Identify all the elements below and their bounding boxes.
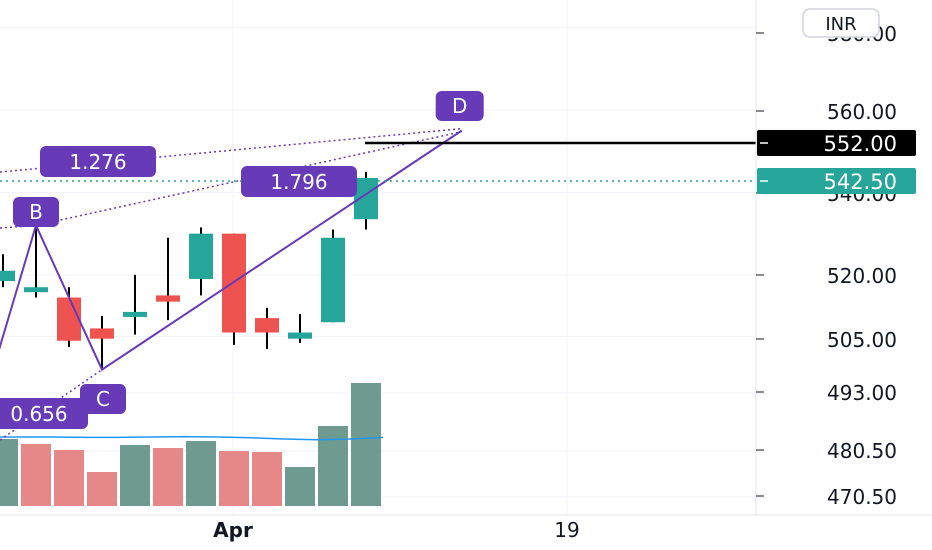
candle-body: [90, 328, 114, 339]
candle: [0, 254, 15, 288]
price-tick-label: 505.00: [827, 328, 897, 352]
volume-ma-line: [0, 435, 384, 441]
price-tick-label: 520.00: [827, 264, 897, 288]
candle: [90, 316, 114, 370]
candle: [156, 237, 180, 321]
volume-bar: [153, 448, 183, 506]
candle-body: [189, 233, 213, 279]
price-tick-label: 493.00: [827, 381, 897, 405]
date-axis[interactable]: Apr 19: [0, 514, 932, 550]
ratio-label-box: [40, 146, 156, 177]
price-axis-background: [756, 0, 932, 515]
candle: [222, 233, 246, 345]
price-tag-box: [757, 130, 916, 156]
point-label-text: B: [29, 200, 43, 224]
candle-body: [123, 311, 147, 317]
ratio-label-box: [241, 166, 357, 197]
ratio-label-box: [0, 398, 88, 429]
volume-bar: [318, 426, 348, 506]
date-tick-label: Apr: [213, 518, 253, 542]
date-axis-background: [0, 515, 932, 550]
ratio-label[interactable]: 1.276: [40, 146, 156, 177]
volume-bar: [87, 472, 117, 506]
candle-body: [288, 332, 312, 339]
price-tag: 552.00: [757, 130, 916, 156]
price-tick-label: 470.50: [827, 485, 897, 509]
pattern-point-label[interactable]: D: [435, 91, 484, 121]
currency-badge-box: [802, 8, 880, 38]
ratio-label[interactable]: 0.656: [0, 398, 88, 429]
pattern-legs: [0, 129, 463, 372]
point-label-text: D: [452, 94, 467, 118]
candle: [57, 287, 81, 347]
candle: [255, 307, 279, 349]
ratio-label-text: 1.276: [69, 150, 126, 174]
price-tag-label: 542.50: [824, 170, 897, 194]
point-label-text: C: [96, 387, 110, 411]
candle-body: [156, 295, 180, 302]
volume-bar: [186, 441, 216, 506]
candles: [0, 171, 378, 370]
volume-bar: [0, 439, 18, 506]
candle-body: [0, 270, 15, 282]
volume-bar: [54, 450, 84, 506]
candle: [123, 274, 147, 335]
currency-badge[interactable]: INR: [802, 8, 880, 38]
price-tags: 552.00 542.50: [757, 130, 916, 194]
candle: [321, 229, 345, 323]
price-tick-label: 480.50: [827, 439, 897, 463]
date-tick-label: 19: [554, 518, 579, 542]
pattern-point-label[interactable]: B: [13, 197, 59, 227]
price-tick-label: 560.00: [827, 100, 897, 124]
pattern-ratio-line: [0, 127, 462, 173]
ratio-label-text: 1.796: [270, 170, 327, 194]
candle-body: [321, 237, 345, 323]
volume-bar: [351, 383, 381, 506]
volume-bar: [21, 444, 51, 506]
price-axis[interactable]: 580.00560.00540.00520.00505.00493.00480.…: [755, 0, 932, 515]
candle-body: [57, 297, 81, 341]
price-tag-label: 552.00: [824, 132, 897, 156]
volume-bars: [0, 383, 384, 506]
price-tag: 542.50: [757, 168, 916, 194]
volume-bar: [252, 452, 282, 506]
harmonic-pattern[interactable]: B C D 1.276 1.796 0.656: [0, 91, 756, 441]
ratio-label[interactable]: 1.796: [241, 166, 357, 197]
candle: [189, 227, 213, 296]
pattern-point-label[interactable]: C: [80, 384, 126, 414]
volume-bar: [285, 467, 315, 506]
price-tag-box: [757, 168, 916, 194]
volume-bar: [120, 445, 150, 506]
candle: [288, 313, 312, 343]
point-label-box: [435, 91, 484, 121]
candle: [24, 225, 48, 298]
ratio-label-text: 0.656: [10, 402, 67, 426]
point-label-box: [13, 197, 59, 227]
point-label-box: [80, 384, 126, 414]
volume-bar: [219, 451, 249, 506]
candle-body: [24, 287, 48, 293]
candle-body: [255, 318, 279, 333]
currency-badge-label: INR: [825, 14, 856, 35]
